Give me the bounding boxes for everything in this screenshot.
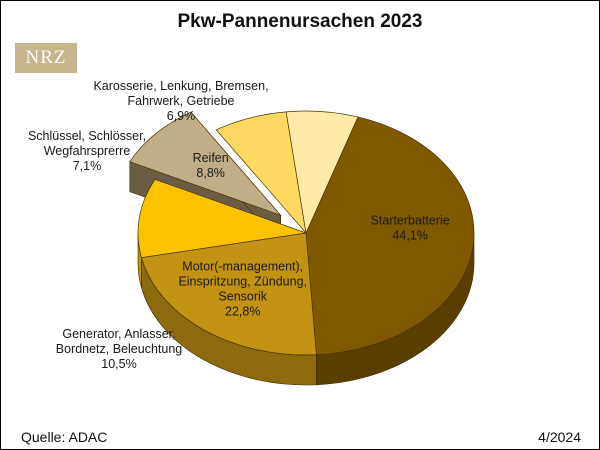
slice-label-line: Motor(-management), xyxy=(182,260,303,274)
slice-label-line: Bordnetz, Beleuchtung xyxy=(56,342,183,356)
slice-value-label: 22,8% xyxy=(225,305,260,319)
pie-slices xyxy=(129,110,475,356)
slice-value-label: 10,5% xyxy=(101,357,136,371)
chart-title: Pkw-Pannenursachen 2023 xyxy=(177,11,423,32)
slice-label-line: Fahrwerk, Getriebe xyxy=(128,94,235,108)
pie-slice-generator-anlasser-bordnetz-beleuchtung xyxy=(137,178,307,259)
pie-slice-motor-management-einspritzung-zundung-sensorik xyxy=(141,232,317,356)
slice-label-motor-management-einspritzung-zundung-sensorik: Motor(-management), Einspritzung, Zündung… xyxy=(178,260,307,319)
pie-slice-starterbatterie xyxy=(305,116,475,356)
slice-value-label: 44,1% xyxy=(392,229,427,243)
slice-label-starterbatterie: Starterbatterie 44,1% xyxy=(371,214,450,243)
slice-label-line: Schlüssel, Schlösser, xyxy=(28,129,146,143)
publication-date: 4/2024 xyxy=(538,429,581,445)
slice-label-schlussel-schlosser-wegfahrsprerre: Schlüssel, Schlösser, Wegfahrsprerre 7,1% xyxy=(28,129,146,173)
slice-value-label: 6,9% xyxy=(167,109,196,123)
slice-value-label: 8,8% xyxy=(196,166,225,180)
pie-labels: Starterbatterie 44,1% Motor(-management), E… xyxy=(28,79,450,371)
slice-label-reifen: Reifen 8,8% xyxy=(193,151,229,180)
slice-label-line: Reifen xyxy=(193,151,229,165)
slice-label-line: Karosserie, Lenkung, Bremsen, xyxy=(93,79,268,93)
source-note: Quelle: ADAC xyxy=(21,429,108,445)
slice-label-line: Starterbatterie xyxy=(371,214,450,228)
slice-label-line: Generator, Anlasser, xyxy=(62,327,175,341)
slice-label-generator-anlasser-bordnetz-beleuchtung: Generator, Anlasser, Bordnetz, Beleuchtun… xyxy=(56,327,183,371)
slice-value-label: 7,1% xyxy=(73,159,102,173)
slice-label-line: Einspritzung, Zündung, xyxy=(178,275,307,289)
pie-slice-karosserie-lenkung-bremsen-fahrwerk-getriebe xyxy=(285,110,359,235)
nrz-logo: NRZ xyxy=(15,43,77,73)
slice-label-karosserie-lenkung-bremsen-fahrwerk-getriebe: Karosserie, Lenkung, Bremsen, Fahrwerk, G… xyxy=(93,79,268,123)
pie-slice-reifen xyxy=(129,111,282,217)
slice-label-line: Sensorik xyxy=(218,290,267,304)
slice-label-line: Wegfahrsprerre xyxy=(44,144,131,158)
